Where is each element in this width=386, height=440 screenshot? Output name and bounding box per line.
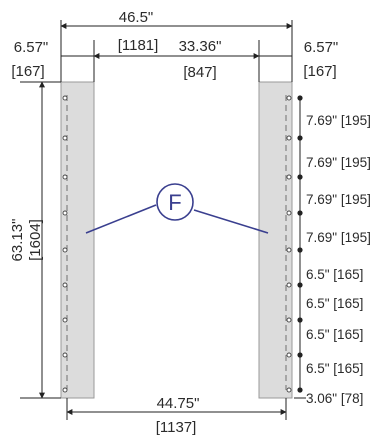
- left-hole-3: [62, 174, 68, 180]
- left-hole-5: [62, 247, 68, 253]
- left-panel-width-metric: [167]: [11, 63, 44, 80]
- hole-spacing-label-5: 6.5" [165]: [306, 267, 363, 282]
- left-hole-2: [62, 135, 68, 141]
- callout-label: F: [168, 190, 181, 215]
- overall-width-metric: [1181]: [118, 37, 159, 54]
- overall-width-imperial: 46.5": [119, 9, 154, 26]
- spacing-tick-9: [297, 387, 303, 393]
- spacing-tick-7: [297, 317, 303, 323]
- left-hole-8: [62, 352, 68, 358]
- callout-leader-right: [193, 209, 269, 234]
- left-holes: [62, 95, 68, 393]
- hole-spacing-label-6: 6.5" [165]: [306, 296, 363, 311]
- left-hole-1: [62, 95, 68, 101]
- hole-spacing-group: 7.69" [195] 7.69" [195] 7.69" [195] 7.69" […: [294, 95, 371, 406]
- hole-spacing-label-7: 6.5" [165]: [306, 327, 363, 342]
- right-hole-9: [286, 387, 292, 393]
- hole-spacing-label-4: 7.69" [195]: [306, 230, 371, 245]
- left-hole-4: [62, 210, 68, 216]
- bottom-width-imperial: 44.75": [157, 395, 200, 412]
- right-hole-2: [286, 135, 292, 141]
- right-hole-3: [286, 174, 292, 180]
- callout-circle: [156, 183, 194, 221]
- inner-width-imperial: 33.36": [179, 38, 222, 55]
- hole-spacing-label-2: 7.69" [195]: [306, 155, 371, 170]
- hole-spacing-label-1: 7.69" [195]: [306, 113, 371, 128]
- bottom-width-metric: [1137]: [156, 419, 197, 436]
- spacing-tick-1: [297, 95, 303, 101]
- callout-leader-left: [85, 204, 157, 234]
- right-hole-7: [286, 317, 292, 323]
- right-hole-8: [286, 352, 292, 358]
- hole-spacing-label-8: 6.5" [165]: [306, 361, 363, 376]
- spacing-tick-6: [297, 282, 303, 288]
- right-hole-6: [286, 282, 292, 288]
- height-metric: [1604]: [27, 219, 44, 261]
- left-panel-width-imperial: 6.57": [14, 39, 49, 56]
- left-hole-6: [62, 282, 68, 288]
- inner-width-metric: [847]: [183, 64, 216, 81]
- height-imperial: 63.13": [9, 219, 26, 262]
- spacing-tick-3: [297, 174, 303, 180]
- spacing-tick-4: [297, 210, 303, 216]
- left-hole-9: [62, 387, 68, 393]
- right-hole-1: [286, 95, 292, 101]
- left-side-panel: [60, 81, 95, 399]
- spacing-tick-8: [297, 352, 303, 358]
- hole-spacing-label-9: 3.06" [78]: [306, 391, 363, 406]
- spacing-tick-2: [297, 135, 303, 141]
- right-hole-5: [286, 247, 292, 253]
- right-side-panel: [258, 81, 293, 399]
- left-hole-7: [62, 317, 68, 323]
- right-panel-width-metric: [167]: [303, 63, 336, 80]
- right-holes: [286, 95, 292, 393]
- right-hole-4: [286, 210, 292, 216]
- spacing-tick-5: [297, 247, 303, 253]
- hole-spacing-label-3: 7.69" [195]: [306, 192, 371, 207]
- right-panel-width-imperial: 6.57": [304, 39, 339, 56]
